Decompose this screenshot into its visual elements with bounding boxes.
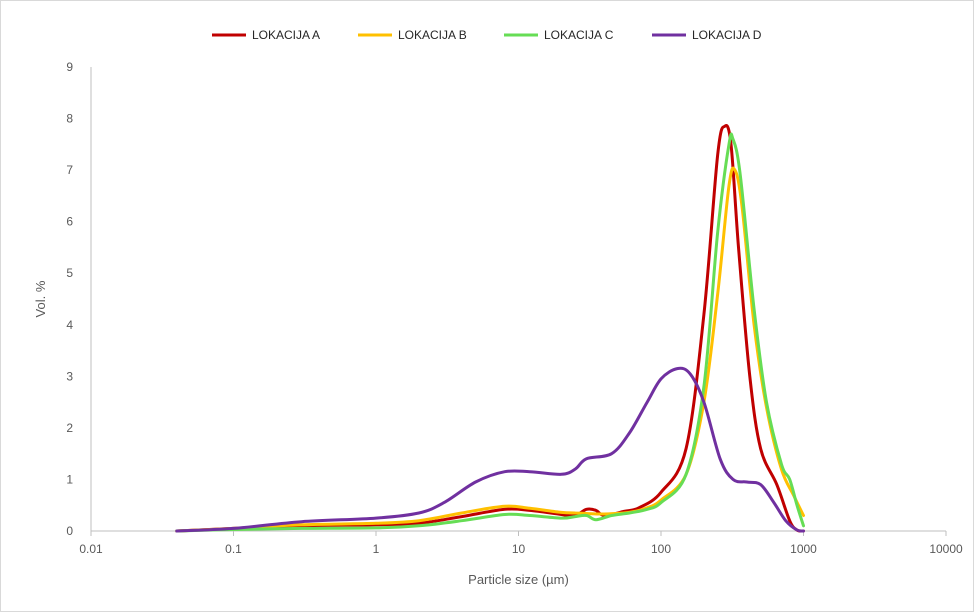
series-line-lokacija-c [175,132,805,533]
legend-label: LOKACIJA C [544,28,614,42]
y-tick-label: 6 [66,215,73,229]
y-axis-title: Vol. % [33,280,48,317]
y-tick-label: 9 [66,60,73,74]
x-tick-label: 10000 [929,542,963,556]
series-line-lokacija-a [175,124,805,533]
x-tick-label: 10 [512,542,526,556]
x-axis-title: Particle size (µm) [468,572,569,587]
series-line-lokacija-d [175,366,805,533]
legend-label: LOKACIJA D [692,28,762,42]
y-tick-label: 7 [66,163,73,177]
legend: LOKACIJA A LOKACIJA B LOKACIJA C LOKACIJA D [212,28,762,42]
x-tick-label: 0.01 [79,542,103,556]
y-tick-label: 4 [66,318,73,332]
y-tick-label: 1 [66,472,73,486]
y-tick-label: 2 [66,421,73,435]
y-tick-label: 3 [66,369,73,383]
x-tick-label: 1000 [790,542,817,556]
series-lines [175,124,805,533]
x-tick-label: 1 [373,542,380,556]
y-tick-label: 5 [66,266,73,280]
x-tick-label: 100 [651,542,671,556]
x-tick-label: 0.1 [225,542,242,556]
y-tick-label: 0 [66,524,73,538]
legend-label: LOKACIJA A [252,28,320,42]
axes: 0.01 0.1 1 10 100 1000 10000 0 1 2 3 4 5 6 7 8 9 [66,60,963,556]
y-tick-label: 8 [66,112,73,126]
legend-label: LOKACIJA B [398,28,467,42]
